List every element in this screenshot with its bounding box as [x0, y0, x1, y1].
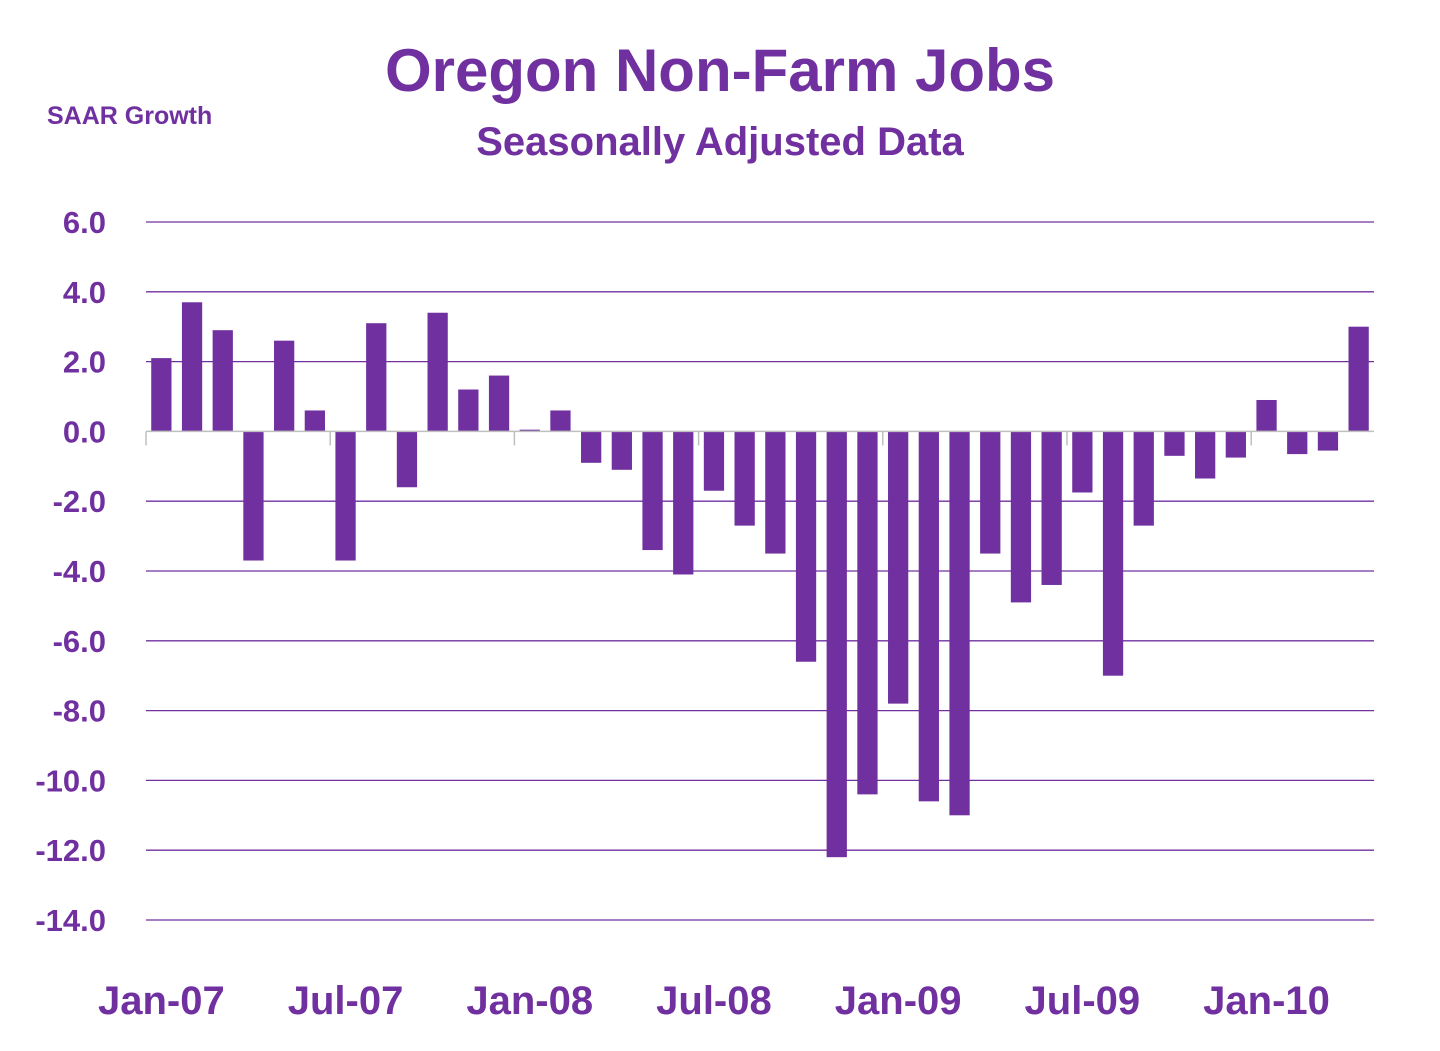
- x-tick-label: Jul-07: [288, 979, 404, 1023]
- bar: [1072, 431, 1093, 493]
- bar: [550, 410, 571, 432]
- bar: [734, 431, 755, 526]
- bar: [274, 340, 295, 432]
- x-tick-label: Jan-07: [98, 979, 225, 1023]
- bar: [888, 431, 909, 704]
- chart-subtitle: Seasonally Adjusted Data: [476, 120, 964, 164]
- bar: [1164, 431, 1185, 456]
- y-tick-label: -4.0: [53, 554, 106, 589]
- bar: [1133, 431, 1154, 526]
- x-tick-labels: Jan-07 Jul-07 Jan-08 Jul-08 Jan-09 Jul-09 Jan-…: [98, 979, 1330, 1023]
- bar: [1225, 431, 1246, 458]
- bar: [857, 431, 878, 795]
- x-tick-label: Jan-08: [466, 979, 593, 1023]
- bar: [611, 431, 632, 470]
- bar: [396, 431, 418, 488]
- bar: [488, 375, 510, 432]
- gridlines: [146, 221, 1374, 921]
- bar: [1317, 431, 1339, 451]
- y-tick-label: -12.0: [35, 833, 106, 868]
- y-tick-label: 2.0: [63, 345, 106, 380]
- bar: [1041, 431, 1062, 585]
- x-tick-label: Jul-08: [656, 979, 772, 1023]
- bar: [212, 330, 233, 432]
- y-tick-label: -8.0: [53, 694, 106, 729]
- bar: [949, 431, 970, 816]
- bar: [642, 431, 663, 551]
- y-tick-label: -6.0: [53, 624, 106, 659]
- bar: [366, 323, 387, 432]
- bar: [151, 358, 172, 432]
- bar: [980, 431, 1001, 554]
- bar: [304, 410, 325, 432]
- x-axis: [145, 430, 1374, 446]
- y-tick-label: 6.0: [63, 205, 106, 240]
- y-tick-label: -14.0: [35, 903, 106, 938]
- bar: [826, 431, 847, 858]
- bar: [581, 431, 602, 463]
- y-axis-label: SAAR Growth: [47, 102, 213, 130]
- y-tick-label: 4.0: [63, 275, 106, 310]
- bar: [181, 302, 203, 432]
- bar: [458, 389, 479, 432]
- bar: [918, 431, 939, 802]
- bar: [335, 431, 356, 561]
- bar: [673, 431, 694, 575]
- bar: [519, 429, 540, 432]
- x-tick-label: Jul-09: [1025, 979, 1141, 1023]
- bars: [151, 302, 1369, 858]
- y-tick-labels: 6.0 4.0 2.0 0.0 -2.0 -4.0 -6.0 -8.0 -10.0 -12.0 -1…: [35, 205, 106, 938]
- bar: [703, 431, 725, 491]
- bar: [1256, 399, 1277, 432]
- y-tick-label: -10.0: [35, 763, 106, 798]
- bar: [1102, 431, 1124, 676]
- y-tick-label: -2.0: [53, 484, 106, 519]
- bar: [795, 431, 817, 662]
- bar: [1195, 431, 1216, 479]
- bar: [765, 431, 786, 554]
- x-tick-label: Jan-10: [1203, 979, 1330, 1023]
- chart-title: Oregon Non-Farm Jobs: [384, 37, 1056, 104]
- y-tick-label: 0.0: [63, 414, 106, 449]
- bar: [427, 312, 448, 432]
- bar: [1010, 431, 1032, 603]
- bar: [1287, 431, 1308, 455]
- bar: [243, 431, 264, 561]
- bar: [1348, 326, 1369, 432]
- x-tick-label: Jan-09: [835, 979, 962, 1023]
